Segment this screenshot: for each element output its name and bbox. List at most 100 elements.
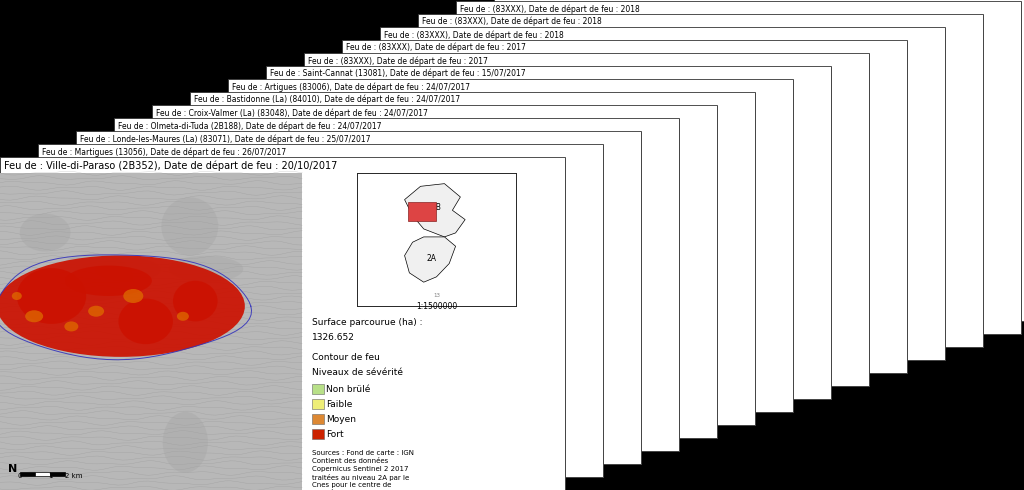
Bar bbox=[615, 286, 623, 293]
Bar bbox=[463, 355, 472, 363]
Bar bbox=[425, 355, 434, 363]
Text: Fort: Fort bbox=[362, 407, 379, 416]
Bar bbox=[729, 235, 737, 242]
Bar bbox=[539, 316, 548, 324]
Bar bbox=[456, 1, 1021, 334]
Text: 1: 1 bbox=[48, 473, 52, 479]
Text: Faible: Faible bbox=[739, 236, 757, 241]
Text: 1326.652: 1326.652 bbox=[312, 333, 354, 342]
Bar bbox=[737, 43, 896, 176]
Ellipse shape bbox=[243, 201, 379, 281]
Bar bbox=[76, 131, 641, 464]
Text: Moyen: Moyen bbox=[398, 368, 423, 377]
Bar bbox=[615, 298, 623, 305]
Text: Contour de feu: Contour de feu bbox=[350, 337, 412, 346]
Bar bbox=[153, 106, 718, 439]
Bar bbox=[607, 141, 636, 160]
Ellipse shape bbox=[119, 298, 173, 344]
Text: Moyen: Moyen bbox=[815, 222, 836, 227]
Text: Sources : Fond de carte : IGN
Contient des données
Copernicus Sentinel 2 2017
tr: Sources : Fond de carte : IGN Contient d… bbox=[350, 427, 443, 465]
Bar bbox=[767, 234, 775, 241]
Bar bbox=[495, 0, 1024, 322]
Bar bbox=[623, 82, 782, 215]
Ellipse shape bbox=[55, 253, 133, 301]
Bar bbox=[539, 303, 548, 311]
Bar bbox=[691, 236, 699, 243]
Text: Moyen: Moyen bbox=[512, 329, 538, 338]
Text: Feu de : Saint-Cannat (13081), Date de départ de feu : 15/07/2017: Feu de : Saint-Cannat (13081), Date de d… bbox=[270, 69, 525, 78]
Bar bbox=[387, 381, 396, 389]
Text: Faible: Faible bbox=[815, 210, 834, 215]
Text: Moyen: Moyen bbox=[362, 393, 390, 403]
Bar bbox=[266, 82, 568, 399]
Ellipse shape bbox=[129, 241, 265, 320]
Bar bbox=[0, 157, 565, 490]
Text: Moyen: Moyen bbox=[700, 261, 722, 266]
Bar bbox=[623, 82, 782, 215]
Bar bbox=[509, 121, 668, 254]
Text: 1:1500000: 1:1500000 bbox=[878, 149, 907, 154]
Bar bbox=[653, 285, 660, 292]
Bar bbox=[1, 158, 566, 490]
Text: Fond de carte : IGN
des données
Sentinel 2 2017
niveau 2A par le
centre de
Theia: Fond de carte : IGN des données Sentinel… bbox=[425, 385, 478, 421]
Bar bbox=[501, 316, 510, 324]
Bar bbox=[38, 144, 603, 477]
Ellipse shape bbox=[167, 227, 303, 307]
Text: Niveaux de sévérité: Niveaux de sévérité bbox=[312, 368, 402, 377]
Text: 1:1500000: 1:1500000 bbox=[496, 279, 529, 284]
Text: 83: 83 bbox=[697, 135, 708, 144]
Bar bbox=[312, 429, 324, 439]
Text: parcourue (ha) :: parcourue (ha) : bbox=[767, 160, 823, 167]
Ellipse shape bbox=[19, 214, 71, 251]
Text: parcourue (ha) :: parcourue (ha) : bbox=[729, 173, 785, 180]
Ellipse shape bbox=[169, 256, 244, 282]
Bar bbox=[342, 40, 907, 373]
Text: 1:1500000: 1:1500000 bbox=[610, 240, 643, 245]
Bar bbox=[304, 69, 606, 386]
Bar bbox=[539, 329, 548, 337]
Bar bbox=[76, 147, 378, 464]
Bar bbox=[463, 329, 472, 337]
Bar bbox=[494, 180, 522, 199]
Text: Feu de : Martigues (13056), Date de départ de feu : 26/07/2017: Feu de : Martigues (13056), Date de dépa… bbox=[42, 147, 286, 156]
Bar bbox=[577, 303, 586, 311]
Text: Surface parcourue (ha) :: Surface parcourue (ha) : bbox=[425, 277, 518, 286]
Text: Contour de feu: Contour de feu bbox=[312, 353, 380, 362]
Bar bbox=[851, 4, 1010, 137]
Text: 1:1500000: 1:1500000 bbox=[571, 253, 605, 258]
Bar bbox=[312, 384, 324, 394]
Text: 83: 83 bbox=[469, 213, 480, 222]
Text: carte : IGN
2017
par le
de
Theia.: carte : IGN 2017 par le de Theia. bbox=[615, 313, 641, 343]
Text: Feu de : Londe-les-Maures (La) (83071), Date de départ de feu : 25/07/2017: Feu de : Londe-les-Maures (La) (83071), … bbox=[80, 134, 371, 144]
Bar bbox=[115, 119, 680, 452]
Bar bbox=[729, 259, 737, 266]
Ellipse shape bbox=[88, 306, 104, 317]
Text: Moyen: Moyen bbox=[326, 415, 356, 424]
Bar bbox=[645, 128, 674, 147]
Text: Faible: Faible bbox=[436, 342, 459, 351]
Text: Fort: Fort bbox=[777, 247, 790, 252]
Text: Surface parcourue (ha) :: Surface parcourue (ha) : bbox=[463, 264, 556, 273]
Bar bbox=[767, 210, 775, 217]
Bar bbox=[312, 399, 324, 409]
Text: carte : IGN
2017
par le
de
Theia.: carte : IGN 2017 par le de Theia. bbox=[653, 300, 679, 330]
Text: 215.9: 215.9 bbox=[501, 264, 522, 273]
Text: Fort: Fort bbox=[512, 342, 527, 351]
Text: Moyen: Moyen bbox=[663, 274, 684, 279]
Text: Niveaux de sévérité: Niveaux de sévérité bbox=[463, 303, 540, 312]
Bar bbox=[350, 407, 361, 416]
Text: carte : IGN
2017
par le
de
Theia.: carte : IGN 2017 par le de Theia. bbox=[767, 261, 794, 291]
Text: parcourue (ha) :: parcourue (ha) : bbox=[615, 212, 672, 219]
Bar bbox=[577, 316, 586, 324]
Bar bbox=[767, 222, 775, 229]
Bar bbox=[20, 472, 35, 476]
Text: N: N bbox=[8, 464, 17, 474]
Text: Fond de carte : IGN
des données
Sentinel 2 2017
niveau 2A par le
centre de
Theia: Fond de carte : IGN des données Sentinel… bbox=[387, 398, 440, 434]
Bar bbox=[356, 173, 516, 306]
Polygon shape bbox=[404, 184, 465, 237]
Text: Non brülé: Non brülé bbox=[436, 329, 473, 338]
Ellipse shape bbox=[205, 215, 341, 294]
Text: 84: 84 bbox=[583, 174, 594, 183]
Bar bbox=[813, 17, 972, 150]
Polygon shape bbox=[480, 211, 531, 256]
